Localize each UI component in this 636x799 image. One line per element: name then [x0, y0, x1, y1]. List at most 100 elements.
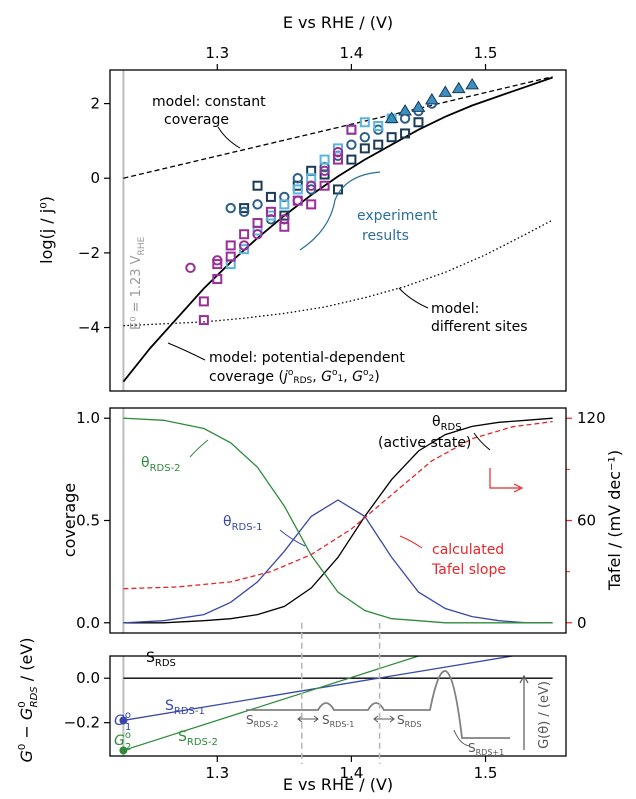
experiment_purple-point	[265, 206, 276, 217]
top-y-tick-label: 2	[90, 95, 100, 113]
mid-y-tick-label: 0.0	[76, 614, 100, 632]
mid-y-tick-label: 0.5	[76, 512, 100, 530]
annotation-different-sites-1: model:	[431, 301, 479, 317]
experiment_purple_circles-point	[252, 229, 263, 240]
top-plot-frame	[109, 69, 567, 392]
experiment_lightblue_squares-point	[373, 120, 384, 131]
experiment_purple_circles-point	[212, 255, 223, 266]
label-theta-rds1: θRDS-1	[223, 514, 263, 533]
e0-label: E⁰ = 1.23 VRHE	[129, 236, 147, 330]
top-x-tick-label: 1.5	[474, 44, 498, 62]
experiment_purple_circles-point	[292, 195, 303, 206]
annotation-potential-dependent-1: model: potential-dependent	[209, 350, 405, 366]
label-theta-rds1-pointer	[279, 529, 306, 547]
inset-label-s-rds: SRDS	[397, 713, 421, 729]
experiment_blue_circles-point	[359, 131, 371, 143]
mid-y2-ticks: 120 60 0	[566, 409, 606, 632]
mid-y-ticks: 1.0 0.5 0.0	[76, 409, 110, 632]
theta_RDS-line	[123, 417, 553, 624]
label-theta-rds: θRDS	[432, 414, 462, 433]
model_potential_dependent-line	[122, 76, 553, 383]
annotation-constant-coverage-2: coverage	[164, 112, 229, 128]
annotation-potential-dependent-2: coverage (joRDS, Go1, Go2)	[209, 368, 380, 386]
inset-label-s-rds2: SRDS-2	[246, 713, 278, 729]
annotation-constant-coverage-1: model: constant	[152, 94, 266, 110]
experiment_purple_circles-point	[332, 146, 344, 158]
experiment_blue_circles-point	[225, 202, 236, 214]
label-active-state: (active state)	[378, 435, 471, 451]
bot-x-axis-title: E vs RHE / (V)	[283, 775, 393, 794]
experiment_navy_squares-point	[413, 117, 424, 128]
experiment_navy_squares-point	[346, 154, 357, 165]
tafel-axis-arrowhead	[513, 483, 524, 493]
experiment_blue_circles-point	[238, 206, 250, 218]
experiment_navy_squares-point	[373, 139, 384, 150]
bot-x-tick-label: 1.4	[339, 764, 363, 782]
top-x-tick-label: 1.3	[205, 44, 229, 62]
top-y-tick-label: −4	[78, 319, 100, 337]
annotation-experiment-1: experiment	[357, 208, 438, 224]
experiment_purple-point	[306, 199, 317, 210]
label-theta-rds2-pointer	[189, 439, 209, 458]
G2-point	[119, 746, 128, 755]
experiment_lightblue_squares-point	[292, 184, 303, 195]
experiment_purple_circles-point	[185, 262, 196, 274]
top-y-axis-title: log(j / j⁰)	[37, 196, 56, 264]
experiment_purple_circles-point	[305, 180, 317, 191]
annotation-different-sites-pointer	[398, 287, 429, 309]
label-tafel-2: Tafel slope	[431, 562, 506, 578]
experiment_blue_circles-point	[399, 113, 411, 124]
top-x-axis-title: E vs RHE / (V)	[283, 13, 393, 32]
experiment_lightblue_squares-point	[279, 199, 290, 210]
annotation-experiment-pointer	[299, 171, 381, 251]
inset-energy-profile	[246, 670, 510, 739]
label-tafel-pointer	[399, 535, 423, 549]
experiment_navy_squares-point	[359, 143, 370, 154]
G1-point	[119, 716, 128, 725]
annotation-constant-coverage-pointer	[217, 126, 241, 149]
experiment_navy_squares-point	[386, 132, 397, 143]
top-y-ticks: 2 0 −2 −4	[78, 95, 110, 337]
experiment_lightblue_squares-point	[319, 154, 330, 165]
middle-panel: 1.0 0.5 0.0 120 60 0 coverage Tafel / (mV de…	[60, 407, 624, 634]
experiment_purple_circles-point	[238, 240, 250, 251]
theta_RDS-1-line	[123, 499, 553, 624]
model_different_sites-line	[123, 219, 553, 327]
annotation-experiment-2: results	[362, 228, 409, 244]
annotation-different-sites-2: different sites	[431, 319, 528, 335]
mid-y2-axis-title: Tafel / (mV dec⁻¹)	[605, 450, 624, 591]
experiment_purple_circles-point	[279, 214, 290, 225]
experiment_purple-point	[225, 251, 236, 262]
experiment_blue_circles-point	[252, 199, 263, 210]
experiment_teal_triangles-point	[384, 111, 399, 124]
bot-x-tick-label: 1.5	[474, 764, 498, 782]
experiment_navy_squares-point	[279, 210, 290, 221]
bottom-plot-frame	[109, 655, 567, 757]
top-y-tick-label: −2	[78, 244, 100, 262]
bottom-panel: 1.3 1.4 1.5 0.0 −0.2 E vs RHE / (V) G0 − G0…	[17, 638, 567, 794]
experiment_teal_triangles-point	[451, 81, 466, 94]
experiment_lightblue_squares-point	[333, 143, 343, 154]
annotation-potential-dependent-pointer	[167, 342, 206, 361]
model_constant-line	[123, 76, 553, 179]
experiment_purple-point	[346, 124, 357, 135]
experiment_lightblue_squares-point	[239, 244, 250, 255]
inset-arrow-1	[297, 715, 319, 723]
top-x-tick-label: 1.4	[339, 44, 363, 62]
experiment_teal_triangles-point	[411, 100, 426, 112]
experiment_blue_circles-point	[346, 139, 357, 150]
bot-y-ticks: 0.0 −0.2	[64, 669, 110, 732]
experiment_teal_triangles-point	[438, 85, 453, 97]
top-panel: E vs RHE / (V) 1.3 1.4 1.5 2 0 −2 −4 log(j / …	[37, 13, 567, 392]
top-plot-area	[122, 70, 553, 391]
inset-g-axis-label: G(θ) / (eV)	[537, 681, 552, 749]
label-g2: Go 2	[114, 730, 131, 753]
experiment_teal_triangles-point	[398, 104, 412, 116]
inset-arrow-3	[453, 729, 471, 747]
label-tafel-1: calculated	[432, 542, 504, 558]
experiment_purple_circles-point	[319, 165, 330, 176]
label-theta-rds2: θRDS-2	[141, 455, 181, 474]
label-s-rds2: SRDS-2	[178, 729, 218, 748]
mid-y2-tick-label: 120	[577, 409, 606, 427]
